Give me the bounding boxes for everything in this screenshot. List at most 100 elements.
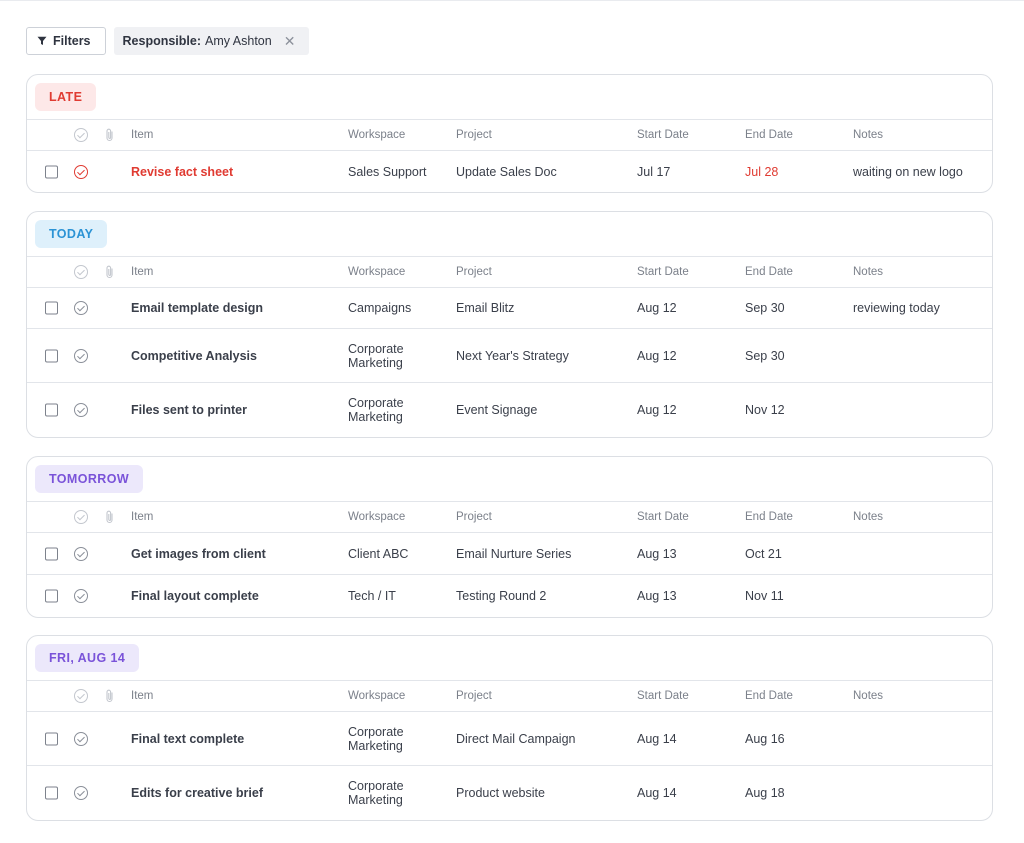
row-item-name[interactable]: Competitive Analysis xyxy=(131,348,257,363)
column-project[interactable]: Project xyxy=(456,690,492,702)
column-start-date[interactable]: Start Date xyxy=(637,129,689,141)
row-checkbox[interactable] xyxy=(45,349,58,362)
complete-check-icon[interactable] xyxy=(74,348,88,363)
column-item[interactable]: Item xyxy=(131,690,154,702)
row-checkbox[interactable] xyxy=(45,786,58,800)
row-checkbox[interactable] xyxy=(45,165,58,178)
section-header: TODAY xyxy=(27,212,992,257)
attachment-paperclip-icon xyxy=(106,510,113,524)
row-workspace: Corporate Marketing xyxy=(348,724,404,753)
row-end-date: Sep 30 xyxy=(745,301,785,315)
column-item[interactable]: Item xyxy=(131,129,154,141)
row-item-name[interactable]: Edits for creative brief xyxy=(131,786,263,800)
row-checkbox[interactable] xyxy=(45,301,58,315)
row-item-name[interactable]: Final text complete xyxy=(131,731,245,746)
column-end-date[interactable]: End Date xyxy=(745,266,793,278)
table-row[interactable]: Files sent to printer Corporate Marketin… xyxy=(27,383,992,437)
filter-chip-value: Amy Ashton xyxy=(205,34,272,48)
section-fri-aug-14: FRI, AUG 14 Item Workspace Project Start… xyxy=(26,635,993,821)
column-header-row: Item Workspace Project Start Date End Da… xyxy=(27,502,992,533)
column-project[interactable]: Project xyxy=(456,266,492,278)
row-workspace: Corporate Marketing xyxy=(348,341,404,370)
row-checkbox[interactable] xyxy=(45,403,58,417)
column-notes[interactable]: Notes xyxy=(853,266,884,278)
section-header: TOMORROW xyxy=(27,457,992,502)
attachment-paperclip-icon xyxy=(106,265,113,279)
complete-check-icon[interactable] xyxy=(74,731,88,746)
row-notes: reviewing today xyxy=(853,301,940,315)
complete-check-icon[interactable] xyxy=(74,786,88,800)
row-item-name[interactable]: Files sent to printer xyxy=(131,403,247,417)
attachment-paperclip-icon xyxy=(106,689,113,703)
status-column-check-icon xyxy=(74,265,88,279)
row-item-name[interactable]: Email template design xyxy=(131,301,263,315)
row-workspace: Campaigns xyxy=(348,301,412,315)
column-notes[interactable]: Notes xyxy=(853,129,884,141)
column-item[interactable]: Item xyxy=(131,266,154,278)
column-start-date[interactable]: Start Date xyxy=(637,690,689,702)
row-start-date: Jul 17 xyxy=(637,164,671,179)
column-workspace[interactable]: Workspace xyxy=(348,690,406,702)
filters-button[interactable]: Filters xyxy=(26,27,106,55)
column-end-date[interactable]: End Date xyxy=(745,129,793,141)
row-checkbox[interactable] xyxy=(45,589,58,603)
complete-check-icon[interactable] xyxy=(74,589,88,603)
column-project[interactable]: Project xyxy=(456,129,492,141)
column-workspace[interactable]: Workspace xyxy=(348,511,406,523)
row-item-name[interactable]: Final layout complete xyxy=(131,589,259,603)
remove-filter-close-icon[interactable]: ✕ xyxy=(283,32,296,49)
column-notes[interactable]: Notes xyxy=(853,690,884,702)
table-row[interactable]: Competitive Analysis Corporate Marketing… xyxy=(27,329,992,383)
table-row[interactable]: Revise fact sheet Sales Support Update S… xyxy=(27,151,992,192)
row-end-date: Nov 12 xyxy=(745,403,785,417)
section-badge-today: TODAY xyxy=(35,220,108,248)
row-end-date: Sep 30 xyxy=(745,348,785,363)
row-item-name[interactable]: Revise fact sheet xyxy=(131,164,234,179)
section-header: LATE xyxy=(27,75,992,120)
column-workspace[interactable]: Workspace xyxy=(348,266,406,278)
complete-check-icon[interactable] xyxy=(74,403,88,417)
table-row[interactable]: Email template design Campaigns Email Bl… xyxy=(27,288,992,329)
row-workspace: Corporate Marketing xyxy=(348,396,404,424)
row-project: Testing Round 2 xyxy=(456,589,547,603)
column-start-date[interactable]: Start Date xyxy=(637,266,689,278)
column-item[interactable]: Item xyxy=(131,511,154,523)
table-row[interactable]: Final text complete Corporate Marketing … xyxy=(27,712,992,766)
row-end-date: Aug 18 xyxy=(745,786,785,800)
section-badge-tomorrow: TOMORROW xyxy=(35,465,144,493)
column-start-date[interactable]: Start Date xyxy=(637,511,689,523)
column-end-date[interactable]: End Date xyxy=(745,511,793,523)
row-item-name[interactable]: Get images from client xyxy=(131,546,266,561)
column-header-row: Item Workspace Project Start Date End Da… xyxy=(27,120,992,151)
row-checkbox[interactable] xyxy=(45,547,58,560)
table-row[interactable]: Get images from client Client ABC Email … xyxy=(27,533,992,575)
responsible-filter-chip[interactable]: Responsible: Amy Ashton ✕ xyxy=(113,27,310,55)
status-column-check-icon xyxy=(74,510,88,524)
row-workspace: Corporate Marketing xyxy=(348,779,404,807)
row-end-date: Aug 16 xyxy=(745,731,785,746)
column-workspace[interactable]: Workspace xyxy=(348,129,406,141)
section-header: FRI, AUG 14 xyxy=(27,636,992,681)
row-workspace: Sales Support xyxy=(348,164,427,179)
row-end-date: Nov 11 xyxy=(745,589,784,603)
column-notes[interactable]: Notes xyxy=(853,511,884,523)
row-checkbox[interactable] xyxy=(45,732,58,745)
row-end-date: Jul 28 xyxy=(745,164,779,179)
filter-funnel-icon xyxy=(37,36,47,45)
column-header-row: Item Workspace Project Start Date End Da… xyxy=(27,257,992,288)
complete-check-icon[interactable] xyxy=(74,301,88,315)
row-start-date: Aug 14 xyxy=(637,786,677,800)
column-end-date[interactable]: End Date xyxy=(745,690,793,702)
section-badge-fri-aug-14: FRI, AUG 14 xyxy=(35,644,140,672)
table-row[interactable]: Final layout complete Tech / IT Testing … xyxy=(27,575,992,617)
row-notes: waiting on new logo xyxy=(853,164,963,179)
complete-check-icon[interactable] xyxy=(74,546,88,561)
row-project: Email Blitz xyxy=(456,301,515,315)
row-start-date: Aug 12 xyxy=(637,348,677,363)
section-late: LATE Item Workspace Project Start Date E… xyxy=(26,74,993,193)
late-status-check-icon[interactable] xyxy=(74,164,88,179)
table-row[interactable]: Edits for creative brief Corporate Marke… xyxy=(27,766,992,820)
row-project: Email Nurture Series xyxy=(456,546,572,561)
column-project[interactable]: Project xyxy=(456,511,492,523)
status-column-check-icon xyxy=(74,128,88,142)
